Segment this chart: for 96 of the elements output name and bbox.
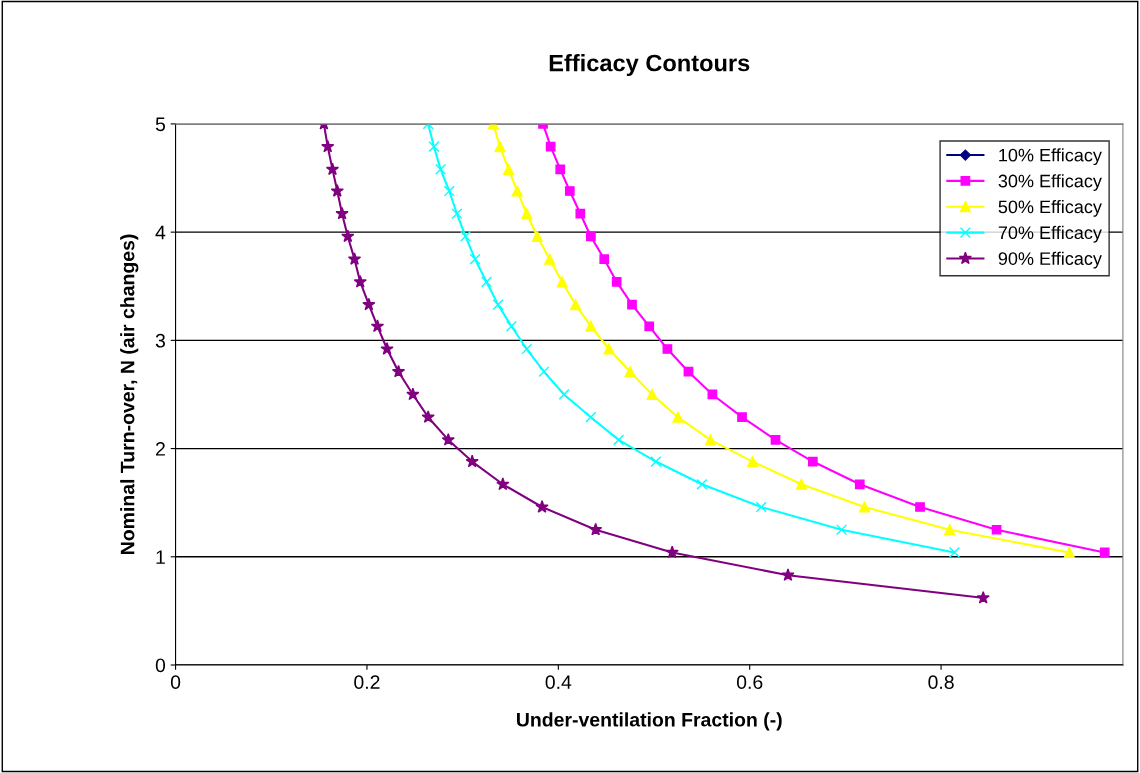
point xyxy=(362,297,376,311)
y-tick-label: 4 xyxy=(155,225,166,240)
point xyxy=(480,276,493,288)
point xyxy=(370,319,385,333)
y-tick-label: 5 xyxy=(155,117,166,132)
point xyxy=(644,321,655,332)
point xyxy=(795,478,807,490)
point xyxy=(585,411,597,423)
point xyxy=(627,299,637,310)
point xyxy=(807,456,818,467)
point xyxy=(696,478,708,490)
point xyxy=(854,479,865,490)
point xyxy=(915,502,925,512)
point xyxy=(391,364,406,378)
point xyxy=(511,185,523,197)
point xyxy=(613,434,625,446)
chart-title: Efficacy Contours xyxy=(549,54,750,77)
point xyxy=(1063,546,1075,559)
point xyxy=(704,434,717,446)
point xyxy=(770,435,781,445)
point xyxy=(521,343,533,355)
y-axis-title: Nominal Turn-over, N (air changes) xyxy=(120,234,139,554)
point xyxy=(858,501,871,513)
point xyxy=(624,366,636,378)
x-tick-label: 0.8 xyxy=(928,675,954,690)
point xyxy=(544,253,556,265)
point xyxy=(556,276,568,288)
y-tick-label: 3 xyxy=(155,333,165,348)
point xyxy=(599,254,610,265)
point xyxy=(545,141,556,152)
point xyxy=(505,320,517,332)
point xyxy=(538,366,550,378)
legend-label: 10% Efficacy xyxy=(999,148,1102,166)
point xyxy=(1099,547,1110,558)
point xyxy=(737,412,747,423)
point xyxy=(421,410,435,423)
legend-label: 50% Efficacy xyxy=(998,200,1102,217)
point xyxy=(494,141,506,153)
y-tick-label: 1 xyxy=(156,550,165,564)
point xyxy=(948,546,961,559)
point xyxy=(589,522,603,536)
x-tick-label: 0.4 xyxy=(545,675,572,690)
point xyxy=(646,388,658,401)
point xyxy=(665,545,679,559)
point xyxy=(755,501,767,513)
point xyxy=(683,366,694,377)
point xyxy=(347,252,362,265)
point xyxy=(650,456,662,468)
point xyxy=(535,500,549,513)
point xyxy=(469,253,481,265)
point xyxy=(406,387,420,401)
point xyxy=(492,299,504,311)
x-axis-title: Under-ventilation Fraction (-) xyxy=(517,712,782,731)
point xyxy=(662,344,673,354)
point xyxy=(585,231,596,242)
point xyxy=(435,163,447,175)
legend-label: 90% Efficacy xyxy=(998,251,1102,269)
point xyxy=(459,230,472,243)
point xyxy=(521,208,533,220)
point xyxy=(341,229,355,243)
y-tick-label: 0 xyxy=(155,658,166,673)
point xyxy=(451,208,463,220)
legend-label: 70% Efficacy xyxy=(998,225,1102,243)
point xyxy=(836,524,848,536)
point xyxy=(441,432,455,446)
point xyxy=(603,343,615,355)
x-tick-label: 0 xyxy=(170,675,181,690)
point xyxy=(380,342,394,355)
y-tick-label: 2 xyxy=(156,442,165,456)
x-tick-label: 0.2 xyxy=(354,675,380,690)
legend-label: 30% Efficacy xyxy=(998,174,1102,191)
point xyxy=(353,274,367,288)
x-tick-label: 0.6 xyxy=(736,675,763,690)
point xyxy=(569,299,582,311)
point xyxy=(558,388,570,401)
point xyxy=(564,186,575,196)
point xyxy=(575,208,586,219)
point xyxy=(991,524,1002,535)
point xyxy=(585,320,597,332)
point xyxy=(428,141,440,153)
point xyxy=(555,164,566,175)
point xyxy=(611,277,622,287)
point xyxy=(781,568,795,581)
point xyxy=(335,206,349,220)
point xyxy=(330,184,344,197)
point xyxy=(976,590,990,604)
point xyxy=(465,454,479,468)
point xyxy=(503,163,515,175)
point xyxy=(325,162,340,176)
point xyxy=(944,524,956,536)
point xyxy=(531,230,543,243)
point xyxy=(747,456,759,468)
point xyxy=(496,477,510,491)
point xyxy=(443,185,455,197)
point xyxy=(321,139,335,153)
point xyxy=(672,411,684,423)
